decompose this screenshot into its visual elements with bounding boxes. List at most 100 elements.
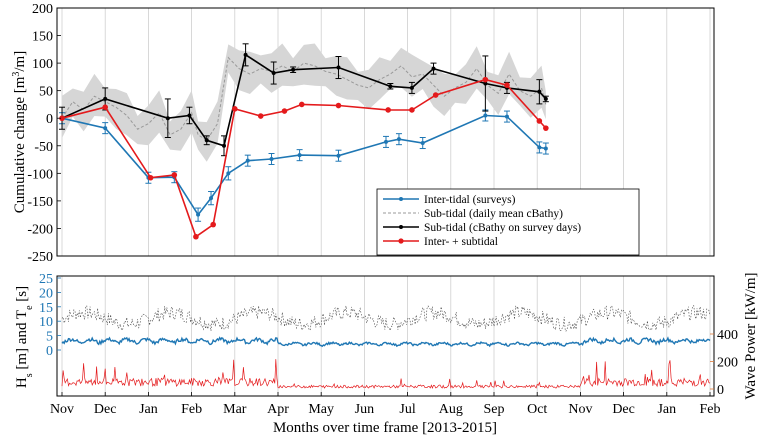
intertidal-point — [103, 126, 108, 131]
combined-point — [281, 108, 288, 114]
x-ticks: Nov Dec Jan Feb Mar Apr May Jun Jul Aug Sep Oct Nov D… — [50, 392, 721, 417]
subtidal-survey-point — [409, 85, 414, 90]
bottom-left-y-tick-label: 20 — [39, 286, 53, 301]
combined-point — [232, 106, 238, 112]
x-tick-label: Sep — [484, 402, 505, 417]
bottom-left-y-tick-label: 5 — [46, 330, 53, 345]
combined-point — [171, 172, 178, 178]
x-axis-label: Months over time frame [2013-2015] — [273, 420, 497, 436]
combined-point — [335, 102, 342, 109]
top-plot-frame — [56, 7, 715, 257]
x-tick-label: Nov — [568, 402, 592, 417]
subtidal-survey-point — [336, 65, 341, 70]
bottom-left-y-tick-label: 0 — [46, 344, 53, 359]
top-y-axis-label: Cumulative change [m3/m] — [11, 51, 29, 213]
combined-point — [147, 174, 154, 181]
legend-box — [376, 188, 640, 256]
hs-series — [61, 336, 711, 348]
intertidal-point — [226, 171, 231, 176]
subtidal-survey-point — [243, 52, 248, 57]
subtidal-band — [62, 43, 546, 162]
x-tick-label: Jun — [355, 402, 374, 417]
x-tick-label: Jan — [139, 402, 158, 417]
combined-point — [193, 233, 199, 240]
intertidal-point — [384, 139, 388, 144]
combined-point — [409, 107, 415, 113]
top-y-tick-label: 50 — [39, 85, 53, 100]
top-y-tick-label: 100 — [32, 57, 53, 72]
intertidal-point — [196, 212, 201, 217]
x-tick-label: Dec — [612, 402, 635, 417]
top-y-tick-label: -150 — [27, 195, 53, 210]
combined-point — [59, 115, 65, 122]
top-y-tick-label: -50 — [34, 140, 53, 155]
bottom-left-y-tick-label: 15 — [39, 301, 53, 316]
x-tick-label: May — [308, 402, 334, 417]
intertidal-point — [420, 141, 425, 146]
subtidal-uncertainty-band — [62, 43, 546, 162]
subtidal-survey-point — [165, 116, 170, 121]
bottom-left-y-axis-label: Hs [m] and Te [s] — [14, 286, 35, 388]
subtidal-survey-point — [204, 138, 209, 143]
top-y-tick-label: -250 — [27, 250, 53, 265]
legend-item-combined: Inter- + subtidal — [383, 236, 498, 248]
top-series — [59, 43, 549, 240]
subtidal-survey-point — [537, 89, 542, 94]
legend-marker-combined — [398, 238, 404, 244]
top-y-tick-label: 150 — [32, 30, 53, 45]
subtidal-survey-point — [103, 96, 108, 101]
top-y-tick-label: -100 — [27, 167, 53, 182]
intertidal-point — [537, 145, 542, 150]
subtidal-survey-point — [483, 81, 488, 86]
wave-power-series — [61, 359, 711, 389]
subtidal-survey-point — [431, 66, 436, 71]
combined-point — [210, 221, 216, 228]
legend-label-combined: Inter- + subtidal — [424, 236, 498, 248]
legend-item-subtidal-daily: Sub-tidal (daily mean cBathy) — [383, 208, 563, 220]
legend-marker-subtidal-survey — [399, 225, 403, 229]
bottom-grid — [61, 276, 711, 396]
intertidal-point — [336, 153, 341, 158]
subtidal-survey-point — [187, 113, 192, 118]
legend-label-subtidal-daily: Sub-tidal (daily mean cBathy) — [424, 208, 563, 220]
bottom-left-y-tick-label: 10 — [39, 315, 53, 330]
combined-point — [543, 125, 549, 131]
bottom-right-y-tick-label: 200 — [717, 356, 738, 371]
bottom-right-y-tick-label: 400 — [717, 328, 738, 343]
combined-point — [257, 113, 264, 119]
combined-point — [432, 92, 439, 98]
intertidal-point — [245, 158, 250, 163]
legend-label-subtidal-survey: Sub-tidal (cBathy on survey days) — [424, 222, 581, 234]
x-tick-label: Feb — [700, 402, 721, 417]
x-tick-label: Feb — [181, 402, 202, 417]
subtidal-survey-point — [271, 71, 276, 76]
x-tick-label: Aug — [439, 402, 463, 417]
intertidal-point — [396, 137, 401, 142]
intertidal-point — [269, 157, 274, 162]
x-tick-label: Oct — [527, 402, 547, 417]
subtidal-survey-point — [388, 84, 393, 89]
bottom-right-y-ticks: 0 200 400 — [710, 328, 738, 398]
top-y-tick-label: 0 — [46, 112, 53, 127]
subtidal-survey-point — [543, 96, 548, 101]
combined-point — [536, 118, 543, 124]
x-tick-label: Nov — [50, 402, 74, 417]
x-tick-label: Apr — [267, 402, 289, 417]
x-tick-label: Dec — [94, 402, 117, 417]
intertidal-point — [483, 113, 488, 118]
te-series — [61, 304, 711, 332]
bottom-series — [61, 304, 711, 389]
legend: Inter-tidal (surveys) Sub-tidal (daily m… — [376, 188, 640, 256]
x-tick-label: Jul — [399, 402, 415, 417]
intertidal-point — [297, 153, 302, 158]
top-y-axis-label-end: /m] — [12, 51, 28, 72]
x-tick-label: Jan — [657, 402, 676, 417]
bottom-right-y-tick-label: 0 — [717, 383, 724, 398]
bottom-left-y-tick-label: 25 — [39, 272, 53, 287]
combined-point — [298, 101, 305, 108]
top-y-tick-label: 200 — [32, 2, 53, 17]
legend-marker-intertidal — [399, 197, 403, 201]
